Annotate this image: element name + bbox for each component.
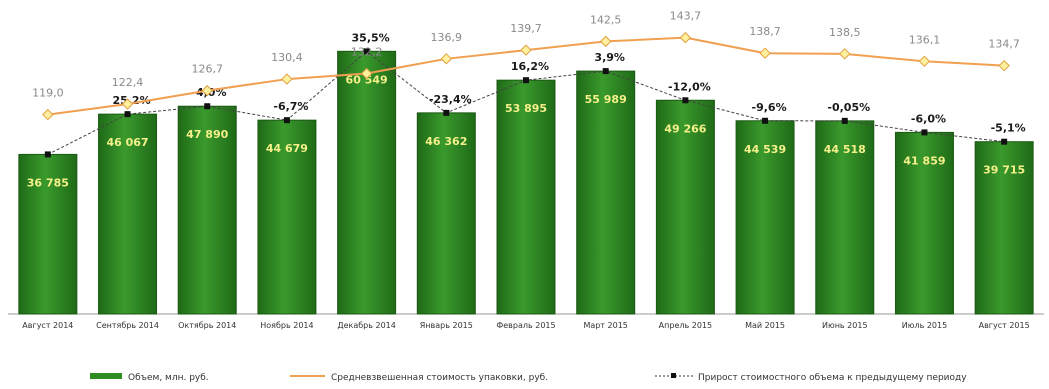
- growth-value-label: 3,9%: [594, 51, 625, 64]
- price-marker: [440, 53, 453, 65]
- bar-value-label: 44 679: [266, 142, 308, 155]
- x-tick-label: Июль 2015: [902, 321, 947, 330]
- x-tick-label: Декабрь 2014: [337, 321, 396, 330]
- bar-volume: [894, 131, 954, 315]
- growth-marker: [363, 48, 370, 55]
- price-value-label: 119,0: [32, 87, 64, 100]
- bar-volume: [496, 79, 556, 315]
- x-tick-label: Февраль 2015: [496, 321, 555, 330]
- growth-marker: [204, 103, 211, 110]
- price-value-label: 138,7: [749, 25, 781, 38]
- legend-swatch-volume: [90, 373, 122, 379]
- price-value-label: 136,9: [431, 31, 463, 44]
- growth-value-label: 16,2%: [511, 60, 549, 73]
- price-value-label: 134,7: [988, 38, 1020, 51]
- growth-value-label: -5,1%: [991, 122, 1026, 135]
- price-marker: [201, 84, 213, 97]
- bar-volume: [655, 99, 715, 315]
- legend-label-growth: Прирост стоимостного объема к предыдущем…: [698, 373, 967, 383]
- bar-volume: [98, 113, 158, 315]
- price-marker: [998, 59, 1010, 72]
- bar-value-label: 60 549: [346, 73, 388, 86]
- price-value-label: 122,4: [112, 76, 144, 89]
- x-tick-label: Март 2015: [583, 321, 627, 330]
- legend-label-price: Средневзвешенная стоимость упаковки, руб…: [331, 373, 548, 383]
- price-marker: [281, 73, 293, 85]
- growth-value-label: -12,0%: [668, 80, 711, 93]
- bar-value-label: 36 785: [27, 176, 69, 189]
- price-marker: [520, 44, 532, 56]
- growth-value-label: -0,05%: [827, 101, 870, 114]
- price-marker: [360, 67, 373, 80]
- bar-labels-layer: 36 785 46 067 47 890 44 679 60 549 46 362 53 8…: [27, 73, 1025, 189]
- x-tick-label: Сентябрь 2014: [96, 321, 159, 330]
- bar-value-label: 53 895: [505, 102, 547, 115]
- x-tick-label: Октябрь 2014: [178, 321, 236, 330]
- growth-marker: [682, 97, 689, 104]
- price-marker: [42, 108, 54, 121]
- price-marker: [599, 35, 612, 48]
- price-value-label: 143,7: [670, 10, 702, 23]
- growth-marker: [523, 77, 529, 84]
- bar-value-label: 46 067: [106, 136, 148, 149]
- legend: Объем, млн. руб. Средневзвешенная стоимо…: [90, 373, 967, 383]
- bar-value-label: 44 539: [744, 143, 786, 156]
- growth-marker: [283, 117, 290, 124]
- price-value-label: 130,4: [271, 51, 303, 64]
- price-value-label: 132,2: [351, 45, 383, 58]
- growth-value-label: -6,0%: [911, 112, 946, 125]
- bar-volume: [337, 50, 397, 315]
- bar-volume: [257, 119, 317, 315]
- bar-volume: [735, 120, 795, 315]
- growth-marker: [762, 117, 769, 124]
- bar-volume: [18, 153, 78, 315]
- growth-value-label: -6,7%: [273, 100, 308, 113]
- x-tick-label: Апрель 2015: [659, 321, 712, 330]
- growth-marker: [443, 109, 450, 116]
- bar-value-label: 55 989: [585, 93, 627, 106]
- growth-marker: [44, 151, 51, 158]
- bar-volume: [576, 70, 636, 315]
- price-line-layer: 119,0 122,4 126,7 130,4 132,2 136,9 139,7 142,5…: [32, 10, 1020, 121]
- bar-value-label: 46 362: [425, 135, 467, 148]
- bar-volume: [416, 112, 476, 315]
- bars-layer: [18, 50, 1034, 315]
- x-tick-label: Август 2015: [979, 321, 1030, 330]
- bar-value-label: 41 859: [903, 154, 945, 167]
- bar-value-label: 44 518: [824, 143, 866, 156]
- price-value-label: 138,5: [829, 26, 861, 39]
- price-marker: [679, 31, 692, 44]
- category-labels-layer: Август 2014 Сентябрь 2014 Октябрь 2014 Нояб…: [22, 321, 1029, 330]
- bar-value-label: 49 266: [664, 122, 706, 135]
- growth-value-label: -9,6%: [752, 101, 787, 114]
- growth-value-label: -23,4%: [429, 93, 472, 106]
- growth-marker: [921, 129, 928, 136]
- price-value-label: 136,1: [909, 33, 941, 46]
- legend-marker-growth: [671, 373, 676, 378]
- growth-value-label: 35,5%: [352, 31, 390, 44]
- x-tick-label: Июнь 2015: [822, 321, 868, 330]
- bar-volume: [974, 141, 1034, 315]
- bar-value-label: 39 715: [983, 164, 1025, 177]
- growth-marker: [1001, 138, 1008, 145]
- price-marker: [121, 98, 134, 110]
- growth-marker: [841, 117, 848, 124]
- x-tick-label: Май 2015: [745, 321, 785, 330]
- price-marker: [918, 55, 931, 68]
- bar-value-label: 47 890: [186, 128, 228, 141]
- legend-label-volume: Объем, млн. руб.: [128, 373, 209, 383]
- x-tick-label: Август 2014: [22, 321, 73, 330]
- price-value-label: 139,7: [510, 22, 542, 35]
- price-value-label: 126,7: [191, 63, 223, 76]
- x-tick-label: Январь 2015: [420, 321, 473, 330]
- growth-marker: [602, 68, 609, 75]
- price-value-label: 142,5: [590, 13, 622, 26]
- x-tick-label: Ноябрь 2014: [260, 321, 313, 330]
- bar-volume: [815, 120, 875, 315]
- price-marker: [759, 47, 771, 59]
- growth-marker: [124, 111, 131, 118]
- price-marker: [839, 48, 851, 60]
